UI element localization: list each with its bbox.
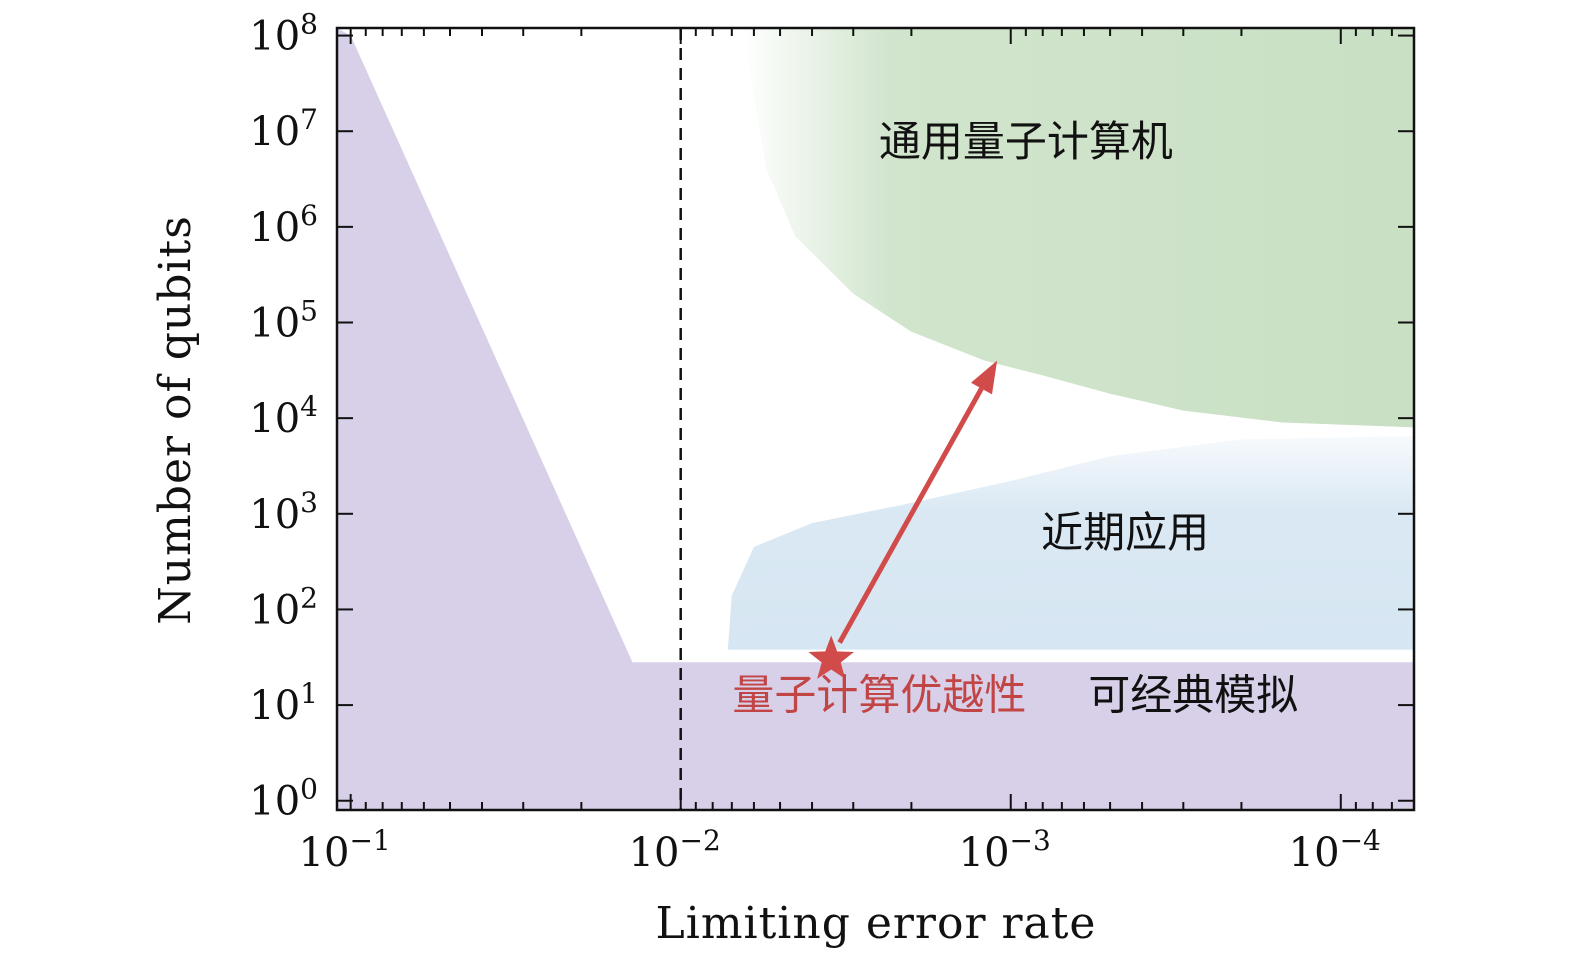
y-tick-label: 100 (249, 773, 318, 825)
x-tick-label: 10−4 (1289, 824, 1381, 876)
x-tick-label: 10−3 (959, 824, 1051, 876)
region-label-1: 通用量子计算机 (879, 117, 1173, 166)
quantum-advantage-star (808, 635, 854, 679)
region-universal-quantum-computer (742, 28, 1414, 428)
region-label-2: 近期应用 (1041, 508, 1209, 557)
region-classical-simulable (337, 28, 1414, 810)
region-label-4: 量子计算优越性 (732, 670, 1026, 719)
progress-arrow-shaft (837, 387, 984, 644)
progress-arrow-head (971, 360, 998, 395)
y-tick-label: 105 (249, 295, 318, 347)
y-tick-label: 107 (249, 103, 318, 155)
x-axis-title: Limiting error rate (656, 898, 1097, 949)
region-label-3: 可经典模拟 (1088, 670, 1298, 719)
y-tick-label: 104 (249, 390, 318, 442)
x-tick-label: 10−2 (629, 824, 721, 876)
y-tick-label: 103 (249, 486, 318, 538)
y-tick-label: 101 (249, 677, 318, 729)
y-tick-label: 108 (249, 8, 318, 60)
y-tick-label: 106 (249, 199, 318, 251)
region-near-term-applications (727, 436, 1414, 650)
y-axis-title: Number of qubits (150, 215, 201, 625)
y-tick-label: 102 (249, 581, 318, 633)
x-tick-label: 10−1 (299, 824, 391, 876)
